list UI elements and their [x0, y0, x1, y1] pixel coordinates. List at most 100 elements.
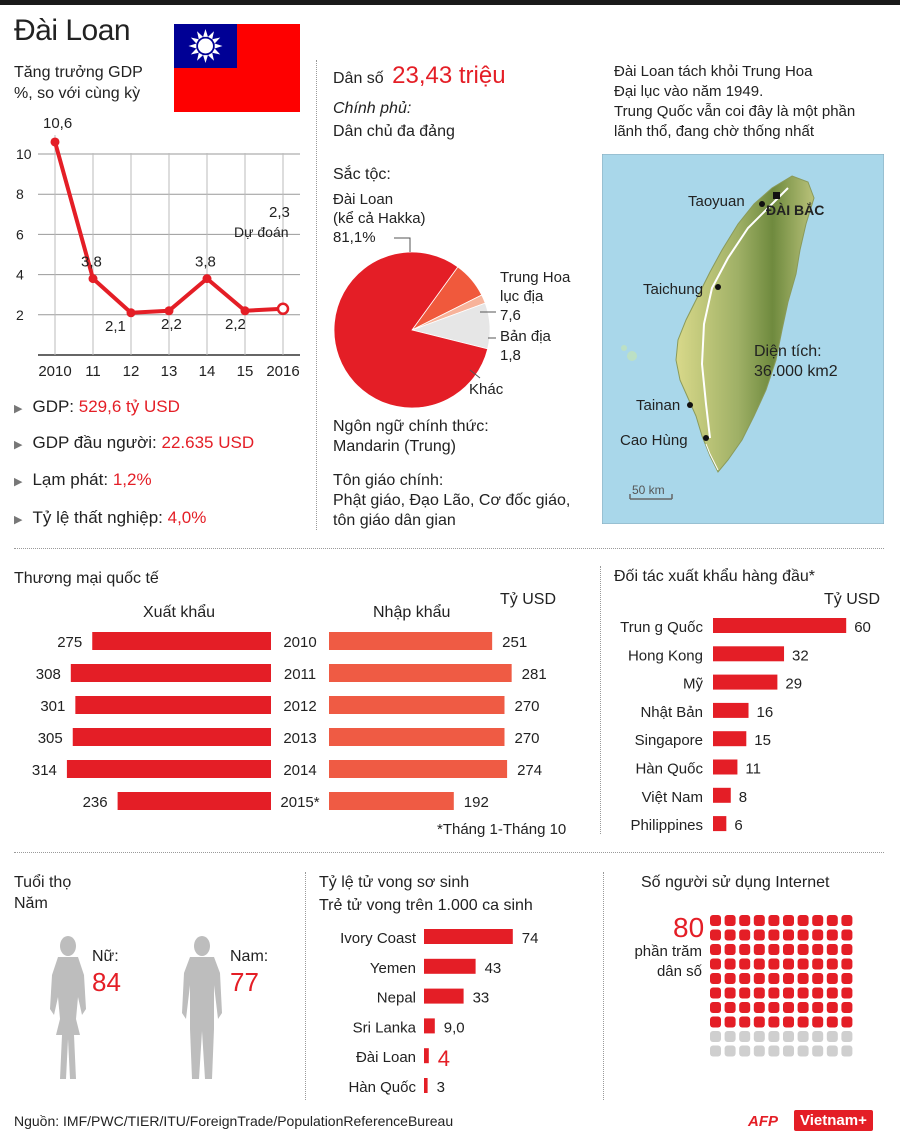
- gdp-value-label: 2,2: [161, 316, 182, 333]
- internet-title: Số người sử dụng Internet: [641, 874, 830, 891]
- internet-user-dot: [710, 944, 721, 955]
- export-bar: [92, 632, 271, 650]
- internet-user-dot: [753, 929, 765, 941]
- internet-user-dot: [797, 987, 809, 999]
- partner-bar: [713, 787, 731, 803]
- import-value-label: 270: [515, 730, 540, 747]
- import-bar: [329, 696, 505, 714]
- infant-bar: [424, 1018, 435, 1034]
- partners-title: Đối tác xuất khẩu hàng đầu*: [614, 568, 816, 585]
- gdp-forecast-value: 2,3: [269, 204, 290, 221]
- country-label: Nepal: [377, 990, 416, 1007]
- internet-user-dot: [783, 1002, 794, 1013]
- map-scale: 50 km: [632, 483, 665, 497]
- sun-rays: [188, 29, 223, 63]
- internet-user-dot: [710, 1002, 721, 1013]
- internet-dot-grid: [710, 915, 853, 1057]
- internet-user-dot: [739, 915, 751, 926]
- internet-user-dot: [812, 929, 824, 941]
- gdp-subtitle: %, so với cùng kỳ: [14, 85, 141, 102]
- religion-label: Tôn giáo chính:: [333, 472, 444, 489]
- internet-user-dot: [724, 929, 736, 941]
- female-label: Nữ:: [92, 948, 119, 965]
- country-label: Yemen: [370, 960, 416, 977]
- partner-value-label: 8: [739, 789, 747, 806]
- map-note-4: lãnh thổ, đang chờ thống nhất: [614, 123, 814, 140]
- internet-user-dot: [826, 958, 838, 970]
- internet-user-dot: [724, 1002, 736, 1013]
- internet-user-dot: [826, 1016, 838, 1028]
- internet-user-dot: [724, 958, 736, 970]
- internet-nonuser-dot: [753, 1031, 765, 1042]
- map-note-2: Đại lục vào năm 1949.: [614, 83, 764, 100]
- year-label: 2010: [283, 634, 316, 651]
- internet-user-dot: [768, 915, 780, 926]
- country-label: Sri Lanka: [353, 1019, 417, 1036]
- city-taoyuan: Taoyuan: [688, 193, 745, 210]
- internet-user-dot: [768, 958, 780, 970]
- divider: [603, 872, 604, 1100]
- population-value: 23,43 triệu: [392, 62, 506, 89]
- internet-user-dot: [739, 987, 751, 999]
- language-label: Ngôn ngữ chính thức:: [333, 418, 489, 435]
- internet-user-dot: [841, 958, 853, 970]
- infant-value-label: 33: [473, 990, 490, 1007]
- ethnic-native-value: 1,8: [500, 347, 521, 364]
- internet-user-dot: [826, 973, 838, 984]
- internet-user-dot: [710, 973, 721, 984]
- internet-user-dot: [797, 944, 809, 955]
- section-divider: [14, 852, 884, 853]
- internet-user-dot: [753, 1002, 765, 1013]
- internet-caption: phần trăm: [634, 943, 702, 960]
- population: Dân số 23,43 triệu: [333, 62, 506, 90]
- gdp-point: [276, 302, 290, 316]
- y-tick-label: 2: [16, 307, 24, 323]
- internet-user-dot: [841, 987, 853, 999]
- internet-user-dot: [710, 1016, 721, 1028]
- internet-user-dot: [768, 1002, 780, 1013]
- export-label: Xuất khẩu: [143, 604, 216, 621]
- internet-user-dot: [812, 958, 824, 970]
- internet-nonuser-dot: [753, 1045, 765, 1057]
- infant-value-label: 43: [485, 960, 502, 977]
- export-bar: [72, 728, 271, 746]
- infant-value-label: 74: [522, 930, 539, 947]
- partner-value-label: 11: [745, 761, 761, 778]
- internet-user-dot: [812, 944, 824, 955]
- triangle-bullet-icon: ▶: [14, 476, 23, 488]
- internet-user-dot: [826, 929, 838, 941]
- infant-bar: [424, 1048, 429, 1064]
- gdp-point: [164, 306, 174, 316]
- internet-user-dot: [797, 958, 809, 970]
- source-note: Nguồn: IMF/PWC/TIER/ITU/ForeignTrade/Pop…: [14, 1113, 454, 1129]
- internet-nonuser-dot: [783, 1045, 794, 1057]
- top-bar: [0, 0, 900, 5]
- internet-nonuser-dot: [812, 1045, 824, 1057]
- internet-nonuser-dot: [797, 1045, 809, 1057]
- infant-bar: [424, 929, 513, 944]
- internet-user-dot: [768, 1016, 780, 1028]
- internet-nonuser-dot: [739, 1031, 751, 1042]
- gdp-line-chart: 2 4 6 8 10 2010 11 12 13 14 15 2016 10,6 3,8 2,1 2,2 3,8…: [16, 115, 300, 380]
- internet-user-dot: [841, 929, 853, 941]
- partner-bar: [713, 731, 747, 747]
- partner-value-label: 60: [854, 619, 871, 636]
- internet-user-dot: [841, 944, 853, 955]
- infant-value-label: 9,0: [444, 1019, 465, 1036]
- stat-value: 4,0%: [167, 508, 207, 527]
- area-label: Diện tích:: [754, 343, 822, 360]
- infant-subtitle: Trẻ tử vong trên 1.000 ca sinh: [319, 897, 533, 914]
- internet-user-dot: [739, 958, 751, 970]
- stat-inflation: ▶ Lạm phát: 1,2%: [14, 470, 152, 490]
- ethnic-other-label: Khác: [469, 381, 504, 398]
- female-value: 84: [92, 967, 121, 997]
- ethnic-label: Sắc tộc:: [333, 166, 391, 183]
- internet-nonuser-dot: [841, 1031, 853, 1042]
- gdp-point: [50, 137, 60, 147]
- language-value: Mandarin (Trung): [333, 438, 457, 455]
- country-label: Đài Loan: [356, 1049, 416, 1066]
- x-tick-label: 12: [123, 363, 140, 380]
- partner-bar: [713, 759, 738, 775]
- internet-nonuser-dot: [724, 1045, 736, 1057]
